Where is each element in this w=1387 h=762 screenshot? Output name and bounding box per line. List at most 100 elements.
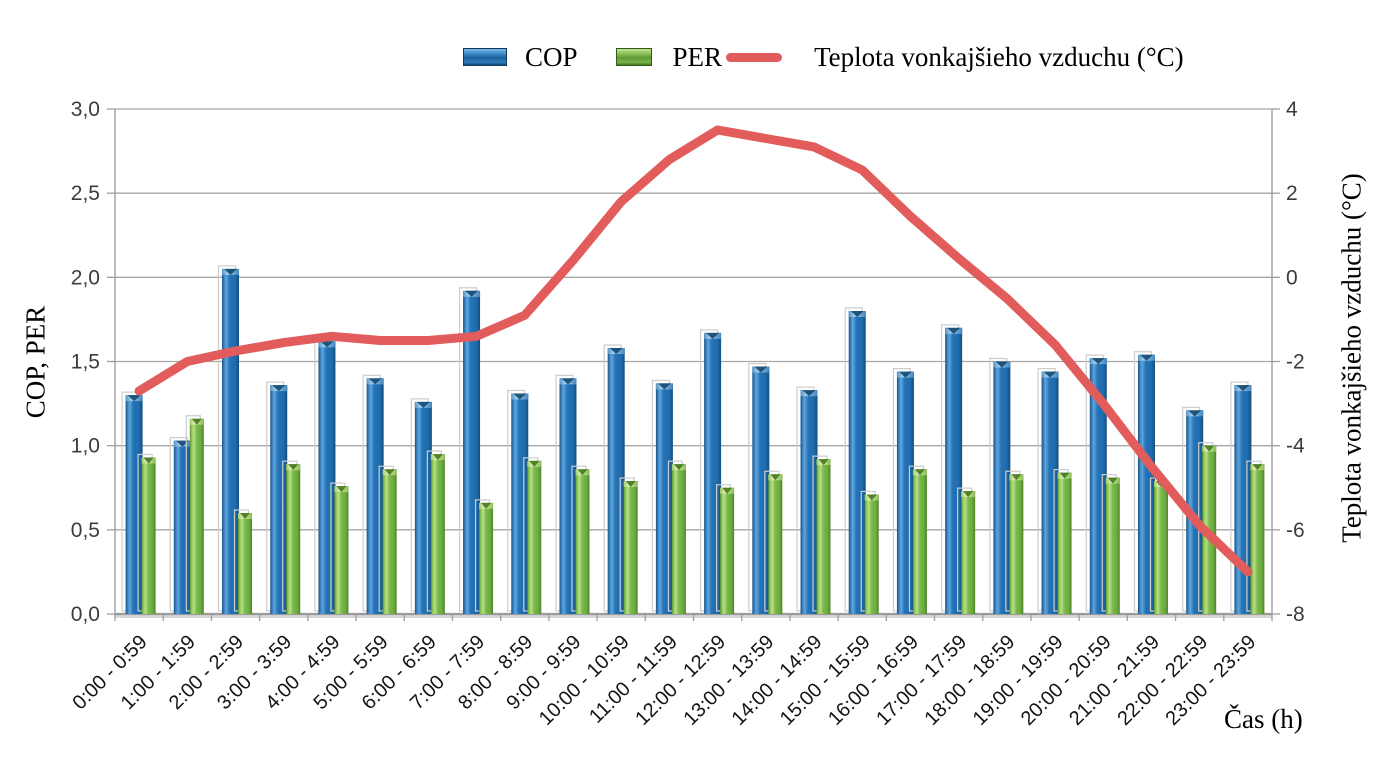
y-left-tick-label: 2,5 bbox=[71, 182, 100, 205]
per-bar-cap-notch bbox=[143, 457, 154, 464]
cop-legend-label: COP bbox=[525, 41, 578, 72]
per-bar bbox=[1153, 481, 1168, 614]
y-right-tick-label: -4 bbox=[1286, 435, 1305, 458]
per-bar bbox=[238, 513, 253, 614]
per-bar-cap-notch bbox=[240, 513, 251, 519]
temperature-legend-label: Teplota vonkajšieho vzduchu (°C) bbox=[814, 41, 1184, 72]
per-bar-cap-notch bbox=[529, 460, 540, 467]
y-right-tick-label: 2 bbox=[1286, 182, 1298, 205]
y-left-tick-label: 0,5 bbox=[71, 519, 100, 542]
cop-bar-cap-notch bbox=[1091, 358, 1105, 365]
per-bar-cap-notch bbox=[770, 474, 781, 481]
per-bar bbox=[768, 474, 783, 614]
cop-bar bbox=[848, 311, 866, 614]
y-right-tick-label: -8 bbox=[1286, 603, 1305, 626]
cop-bar bbox=[607, 348, 625, 614]
cop-bar-cap-notch bbox=[947, 327, 961, 334]
cop-bar-cap-notch bbox=[175, 440, 189, 447]
per-bar-cap-notch bbox=[866, 494, 877, 501]
per-bar-cap-notch bbox=[722, 487, 733, 494]
y-right-tick-label: 0 bbox=[1286, 266, 1298, 289]
per-bar bbox=[961, 491, 976, 614]
cop-bar bbox=[896, 371, 914, 614]
cop-bar-cap-notch bbox=[898, 371, 912, 378]
per-bar-cap-notch bbox=[818, 459, 829, 466]
per-bar-cap-notch bbox=[625, 481, 636, 488]
per-bar bbox=[382, 469, 397, 614]
cop-bar-cap-notch bbox=[657, 383, 671, 390]
cop-bar-cap-notch bbox=[513, 393, 527, 400]
per-bar bbox=[575, 469, 590, 614]
cop-bar-cap-notch bbox=[368, 378, 382, 385]
per-bar-cap-notch bbox=[336, 486, 347, 493]
per-bar-cap-notch bbox=[673, 464, 684, 471]
cop-bar bbox=[704, 332, 722, 614]
cop-bar-cap-notch bbox=[850, 311, 864, 317]
cop-bar-cap-notch bbox=[224, 268, 238, 275]
per-bar bbox=[720, 487, 735, 614]
cop-bar bbox=[752, 366, 770, 614]
per-bar-cap-notch bbox=[577, 469, 588, 476]
per-bar-cap-notch bbox=[963, 491, 974, 498]
cop-bar-cap-notch bbox=[1236, 385, 1250, 392]
per-bar bbox=[141, 457, 156, 614]
cop-bar bbox=[125, 395, 143, 614]
cop-bar bbox=[945, 327, 963, 614]
per-bar bbox=[1250, 464, 1265, 614]
x-axis-title: Čas (h) bbox=[1224, 704, 1303, 734]
cop-bar bbox=[366, 378, 384, 614]
cop-bar-cap-notch bbox=[1043, 371, 1057, 378]
cop-bar bbox=[511, 393, 529, 614]
per-bar bbox=[816, 459, 831, 614]
per-bar-cap-notch bbox=[1059, 472, 1070, 479]
cop-bar-cap-notch bbox=[609, 348, 623, 355]
y-left-tick-label: 1,5 bbox=[71, 351, 100, 374]
per-bar bbox=[912, 469, 927, 614]
temperature-line bbox=[134, 125, 1253, 577]
cop-bar-cap-notch bbox=[465, 290, 479, 297]
per-bar-cap-notch bbox=[1011, 474, 1022, 481]
cop-bar-cap-notch bbox=[754, 366, 768, 373]
y-left-tick-label: 3,0 bbox=[71, 98, 100, 121]
cop-bar bbox=[1234, 385, 1252, 614]
cop-bar-cap-notch bbox=[706, 332, 720, 339]
per-bar bbox=[286, 464, 301, 614]
per-bar-cap-notch bbox=[914, 469, 925, 476]
cop-bar-cap-notch bbox=[802, 390, 816, 397]
cop-bar bbox=[270, 385, 288, 614]
per-bar-cap-notch bbox=[1107, 477, 1118, 484]
cop-bar-cap-notch bbox=[320, 341, 334, 348]
y-right-tick-label: 4 bbox=[1286, 98, 1298, 121]
y-left-tick-label: 0,0 bbox=[71, 603, 100, 626]
per-bar-cap-notch bbox=[288, 464, 299, 471]
cop-bar-cap-notch bbox=[1139, 354, 1153, 361]
per-bar bbox=[334, 486, 349, 614]
legend: COP PER Teplota vonkajšieho vzduchu (°C) bbox=[463, 40, 1184, 74]
per-bar bbox=[430, 454, 445, 614]
cop-bar-cap-notch bbox=[127, 395, 141, 402]
cop-bar bbox=[318, 341, 336, 614]
cop-bar bbox=[1041, 371, 1059, 614]
per-bar-cap-notch bbox=[191, 418, 202, 425]
y-right-tick-label: -6 bbox=[1286, 519, 1305, 542]
cop-bar-cap-notch bbox=[995, 361, 1009, 368]
cop-bar bbox=[559, 378, 577, 614]
cop-bar-cap-notch bbox=[272, 385, 286, 392]
cop-bar bbox=[414, 401, 432, 614]
per-bar bbox=[1057, 472, 1072, 614]
y-left-tick-label: 2,0 bbox=[71, 266, 100, 289]
per-legend-swatch-icon bbox=[615, 48, 652, 66]
cop-bar-cap-notch bbox=[416, 401, 430, 408]
cop-bar-cap-notch bbox=[1188, 410, 1202, 417]
per-bar bbox=[527, 460, 542, 614]
cop-bar bbox=[173, 440, 191, 614]
per-bar bbox=[671, 464, 686, 614]
per-bar-cap-notch bbox=[432, 454, 443, 461]
per-bar-cap-notch bbox=[384, 469, 395, 476]
cop-bar bbox=[1137, 354, 1155, 614]
per-bar bbox=[479, 502, 494, 614]
cop-bar bbox=[993, 361, 1011, 614]
per-bar-cap-notch bbox=[1204, 445, 1215, 452]
